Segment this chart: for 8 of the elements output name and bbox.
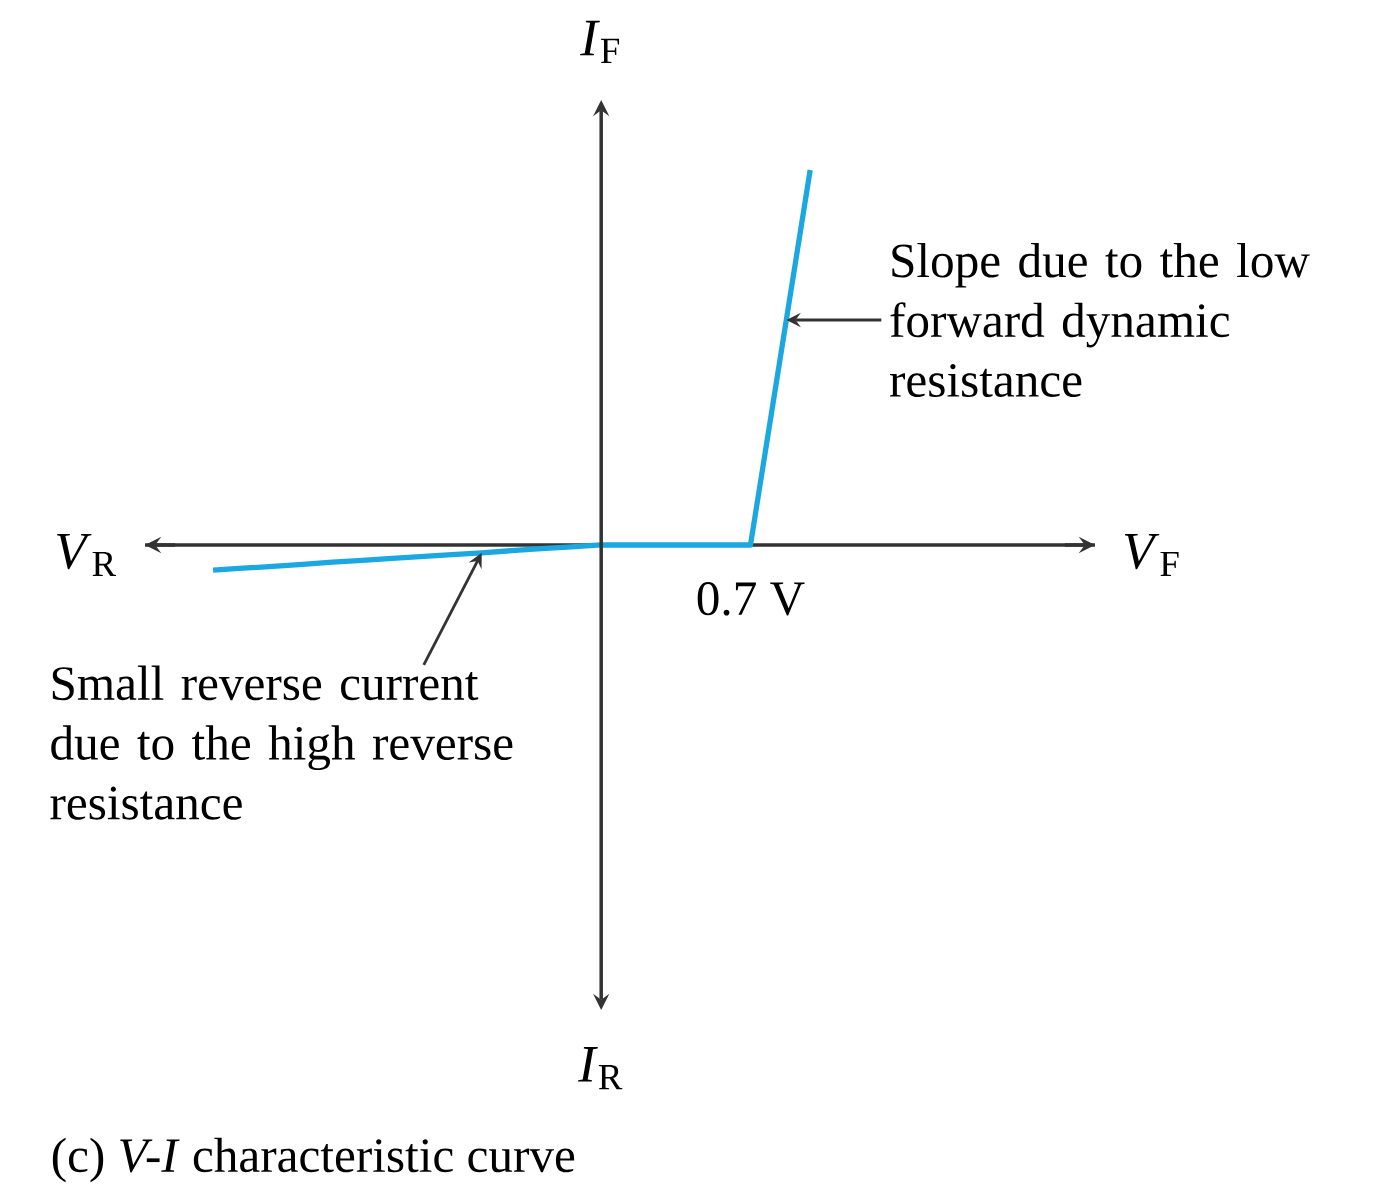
text: 0.7 V	[697, 582, 805, 616]
text: Slope due to the low forward dynamic resistance	[890, 242, 1310, 398]
text: V$_{R}$	[57, 533, 117, 577]
text: I$_{F}$	[580, 20, 620, 63]
text: V$_{F}$	[1124, 533, 1179, 577]
text: (c) V-I characteristic curve	[52, 1137, 575, 1183]
text: Small reverse current due to the high reverse resistance	[50, 665, 513, 820]
text: I$_{R}$	[577, 1047, 623, 1090]
